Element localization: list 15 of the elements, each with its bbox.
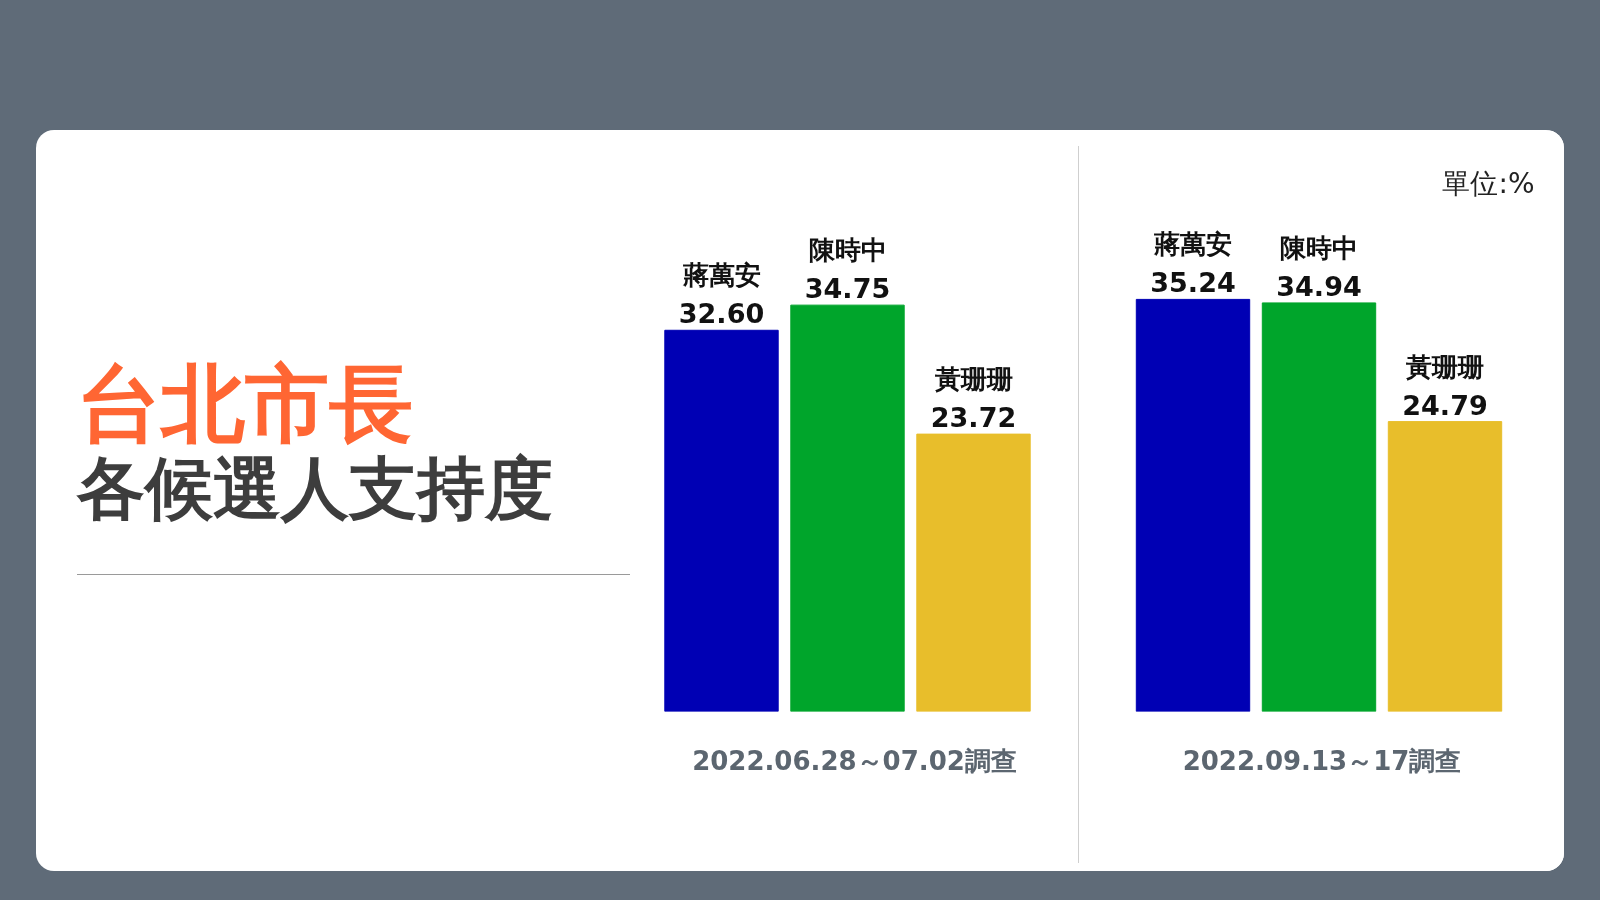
x-tick-label: 黃珊珊 (933, 364, 1013, 395)
x-tick-label: 陳時中 (1280, 232, 1358, 263)
x-tick-label: 陳時中 (808, 235, 887, 266)
data-label: 32.60 (678, 298, 765, 330)
x-tick-label: 黃珊珊 (1405, 351, 1484, 382)
data-label: 35.24 (1150, 267, 1236, 299)
text: 單位:% (1442, 166, 1535, 200)
x-tick-label: 蔣萬安 (1153, 229, 1232, 260)
data-label: 34.94 (1276, 270, 1362, 302)
x-axis-title: 2022.09.13～17調查 (1182, 745, 1462, 776)
x-tick-label: 蔣萬安 (681, 260, 761, 291)
data-label: 23.72 (930, 402, 1017, 434)
data-label: 24.79 (1402, 389, 1488, 421)
data-label: 34.75 (804, 273, 891, 305)
x-axis-title: 2022.06.28～07.02調查 (692, 745, 1017, 776)
